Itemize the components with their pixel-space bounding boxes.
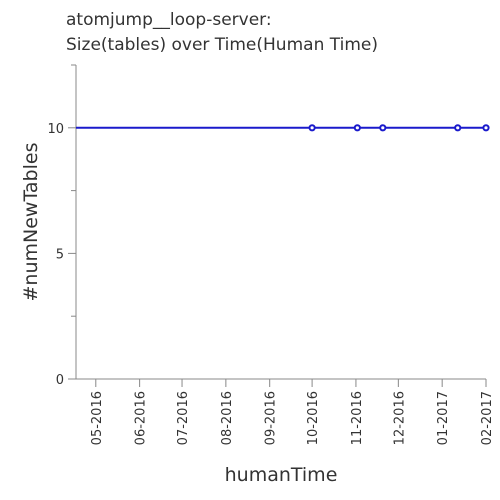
data-point — [379, 124, 387, 132]
y-tick-label: 0 — [56, 373, 64, 388]
x-tick-label: 09-2016 — [264, 391, 279, 445]
x-tick-label: 01-2017 — [436, 391, 451, 445]
chart-title-line-1: atomjump__loop-server: — [66, 10, 272, 30]
x-axis: 05-2016 06-2016 07-2016 08-2016 09-2016 10-20… — [76, 378, 495, 445]
x-tick-label: 11-2016 — [350, 391, 365, 445]
x-tick-label: 02-2017 — [480, 391, 495, 445]
y-axis: 0 5 10 — [47, 64, 77, 388]
x-axis-label: humanTime — [225, 464, 338, 486]
y-tick-label: 5 — [56, 247, 64, 262]
data-point — [482, 124, 490, 132]
x-tick-label: 08-2016 — [220, 391, 235, 445]
data-point — [353, 124, 361, 132]
y-axis-label: #numNewTables — [20, 143, 42, 302]
x-tick-label: 12-2016 — [392, 391, 407, 445]
x-tick-label: 06-2016 — [134, 391, 149, 445]
y-tick-label: 10 — [47, 122, 64, 137]
x-tick-label: 10-2016 — [306, 391, 321, 445]
chart-title-line-2: Size(tables) over Time(Human Time) — [66, 35, 378, 55]
x-tick-label: 05-2016 — [90, 391, 105, 445]
data-point — [454, 124, 462, 132]
x-tick-label: 07-2016 — [176, 391, 191, 445]
series-layer — [76, 124, 490, 132]
data-point — [308, 124, 316, 132]
